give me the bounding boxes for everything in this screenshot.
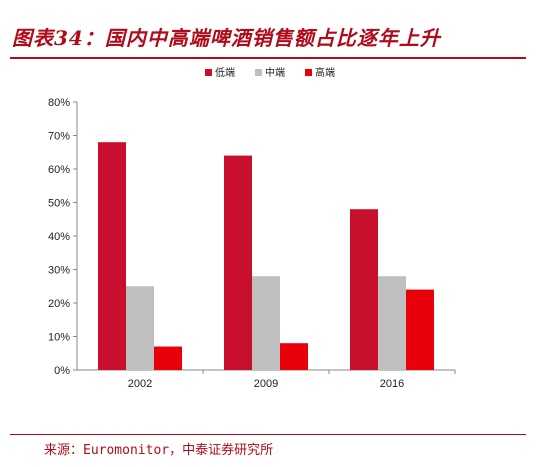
bar-2002-中端: [126, 286, 154, 370]
bar-2009-高端: [280, 343, 308, 370]
y-tick-label: 40%: [48, 231, 70, 243]
bar-2016-中端: [378, 276, 406, 370]
y-tick-label: 60%: [48, 164, 70, 176]
source-rule: [10, 434, 526, 435]
y-tick-label: 10%: [48, 332, 70, 344]
bar-2002-高端: [154, 346, 182, 370]
legend-label-高端: 高端: [315, 66, 335, 79]
y-tick-label: 30%: [48, 265, 70, 277]
y-tick-label: 80%: [48, 97, 70, 109]
bar-2002-低端: [98, 142, 126, 370]
title-rule: [10, 57, 526, 59]
figure-title: 图表34：国内中高端啤酒销售额占比逐年上升: [12, 26, 441, 50]
legend-swatch-低端: [205, 69, 212, 76]
x-tick-label: 2009: [254, 378, 278, 390]
bar-2016-低端: [350, 209, 378, 370]
y-tick-label: 20%: [48, 298, 70, 310]
y-tick-label: 50%: [48, 198, 70, 210]
y-tick-label: 0%: [54, 365, 70, 377]
legend-label-低端: 低端: [215, 66, 235, 79]
bar-2016-高端: [406, 289, 434, 370]
source-note: 来源：Euromonitor，中泰证券研究所: [44, 443, 274, 458]
legend-swatch-中端: [255, 69, 262, 76]
bar-2009-中端: [252, 276, 280, 370]
x-tick-label: 2002: [128, 378, 152, 390]
legend-swatch-高端: [305, 69, 312, 76]
y-tick-label: 70%: [48, 131, 70, 143]
x-tick-label: 2016: [380, 378, 404, 390]
bar-2009-低端: [224, 155, 252, 370]
legend-label-中端: 中端: [265, 66, 285, 79]
